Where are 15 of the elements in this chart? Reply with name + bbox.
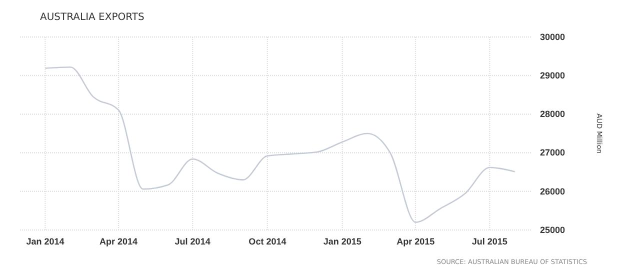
x-tick-label: Oct 2014 — [248, 236, 286, 246]
x-tick-label: Apr 2015 — [396, 236, 435, 246]
x-tick-label: Jul 2014 — [174, 236, 210, 246]
y-tick-label: 28000 — [540, 109, 566, 120]
y-tick-label: 27000 — [540, 148, 566, 158]
y-tick-label: 26000 — [540, 186, 566, 196]
y-tick-label: 30000 — [540, 32, 566, 42]
y-tick-label: 29000 — [540, 70, 566, 80]
chart-title: AUSTRALIA EXPORTS — [40, 12, 144, 23]
line-series — [44, 66, 516, 223]
x-tick-label: Jul 2015 — [472, 236, 508, 246]
x-tick-label: Apr 2014 — [99, 236, 138, 246]
x-tick-label: Jan 2014 — [26, 236, 64, 246]
x-tick-label: Jan 2015 — [323, 236, 362, 246]
y-tick-label: 25000 — [540, 224, 566, 235]
